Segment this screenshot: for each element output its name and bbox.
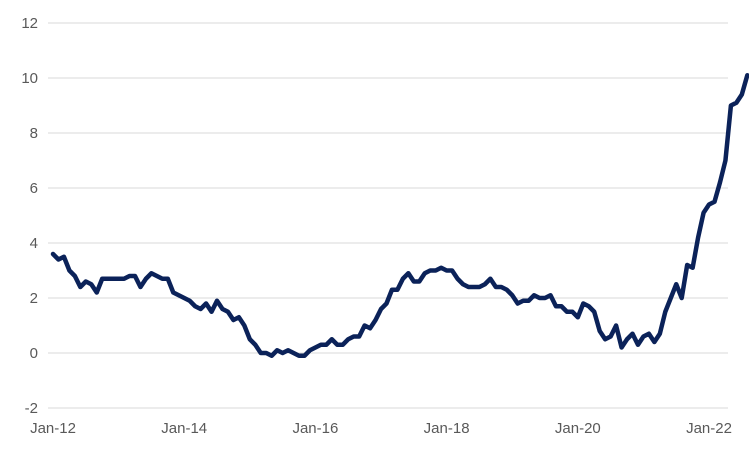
x-tick-label: Jan-22 [686,420,732,437]
y-tick-label: 12 [21,15,38,32]
series-line [50,73,749,358]
x-tick-label: Jan-14 [161,420,207,437]
x-tick-label: Jan-12 [30,420,76,437]
y-tick-label: -2 [25,400,38,417]
x-tick-label: Jan-18 [424,420,470,437]
y-tick-label: 2 [30,290,38,307]
series-layer [50,73,749,358]
y-tick-label: 8 [30,125,38,142]
y-tick-label: 0 [30,345,38,362]
x-axis-tick-labels: Jan-12 Jan-14 Jan-16 Jan-18 Jan-20 Jan-22 [30,420,732,437]
y-tick-label: 10 [21,70,38,87]
gridlines [48,22,728,409]
y-tick-label: 4 [30,235,38,252]
y-tick-label: 6 [30,180,38,197]
x-tick-label: Jan-20 [555,420,601,437]
y-axis-tick-labels: -2 0 2 4 6 8 10 12 [21,15,38,417]
x-tick-label: Jan-16 [292,420,338,437]
